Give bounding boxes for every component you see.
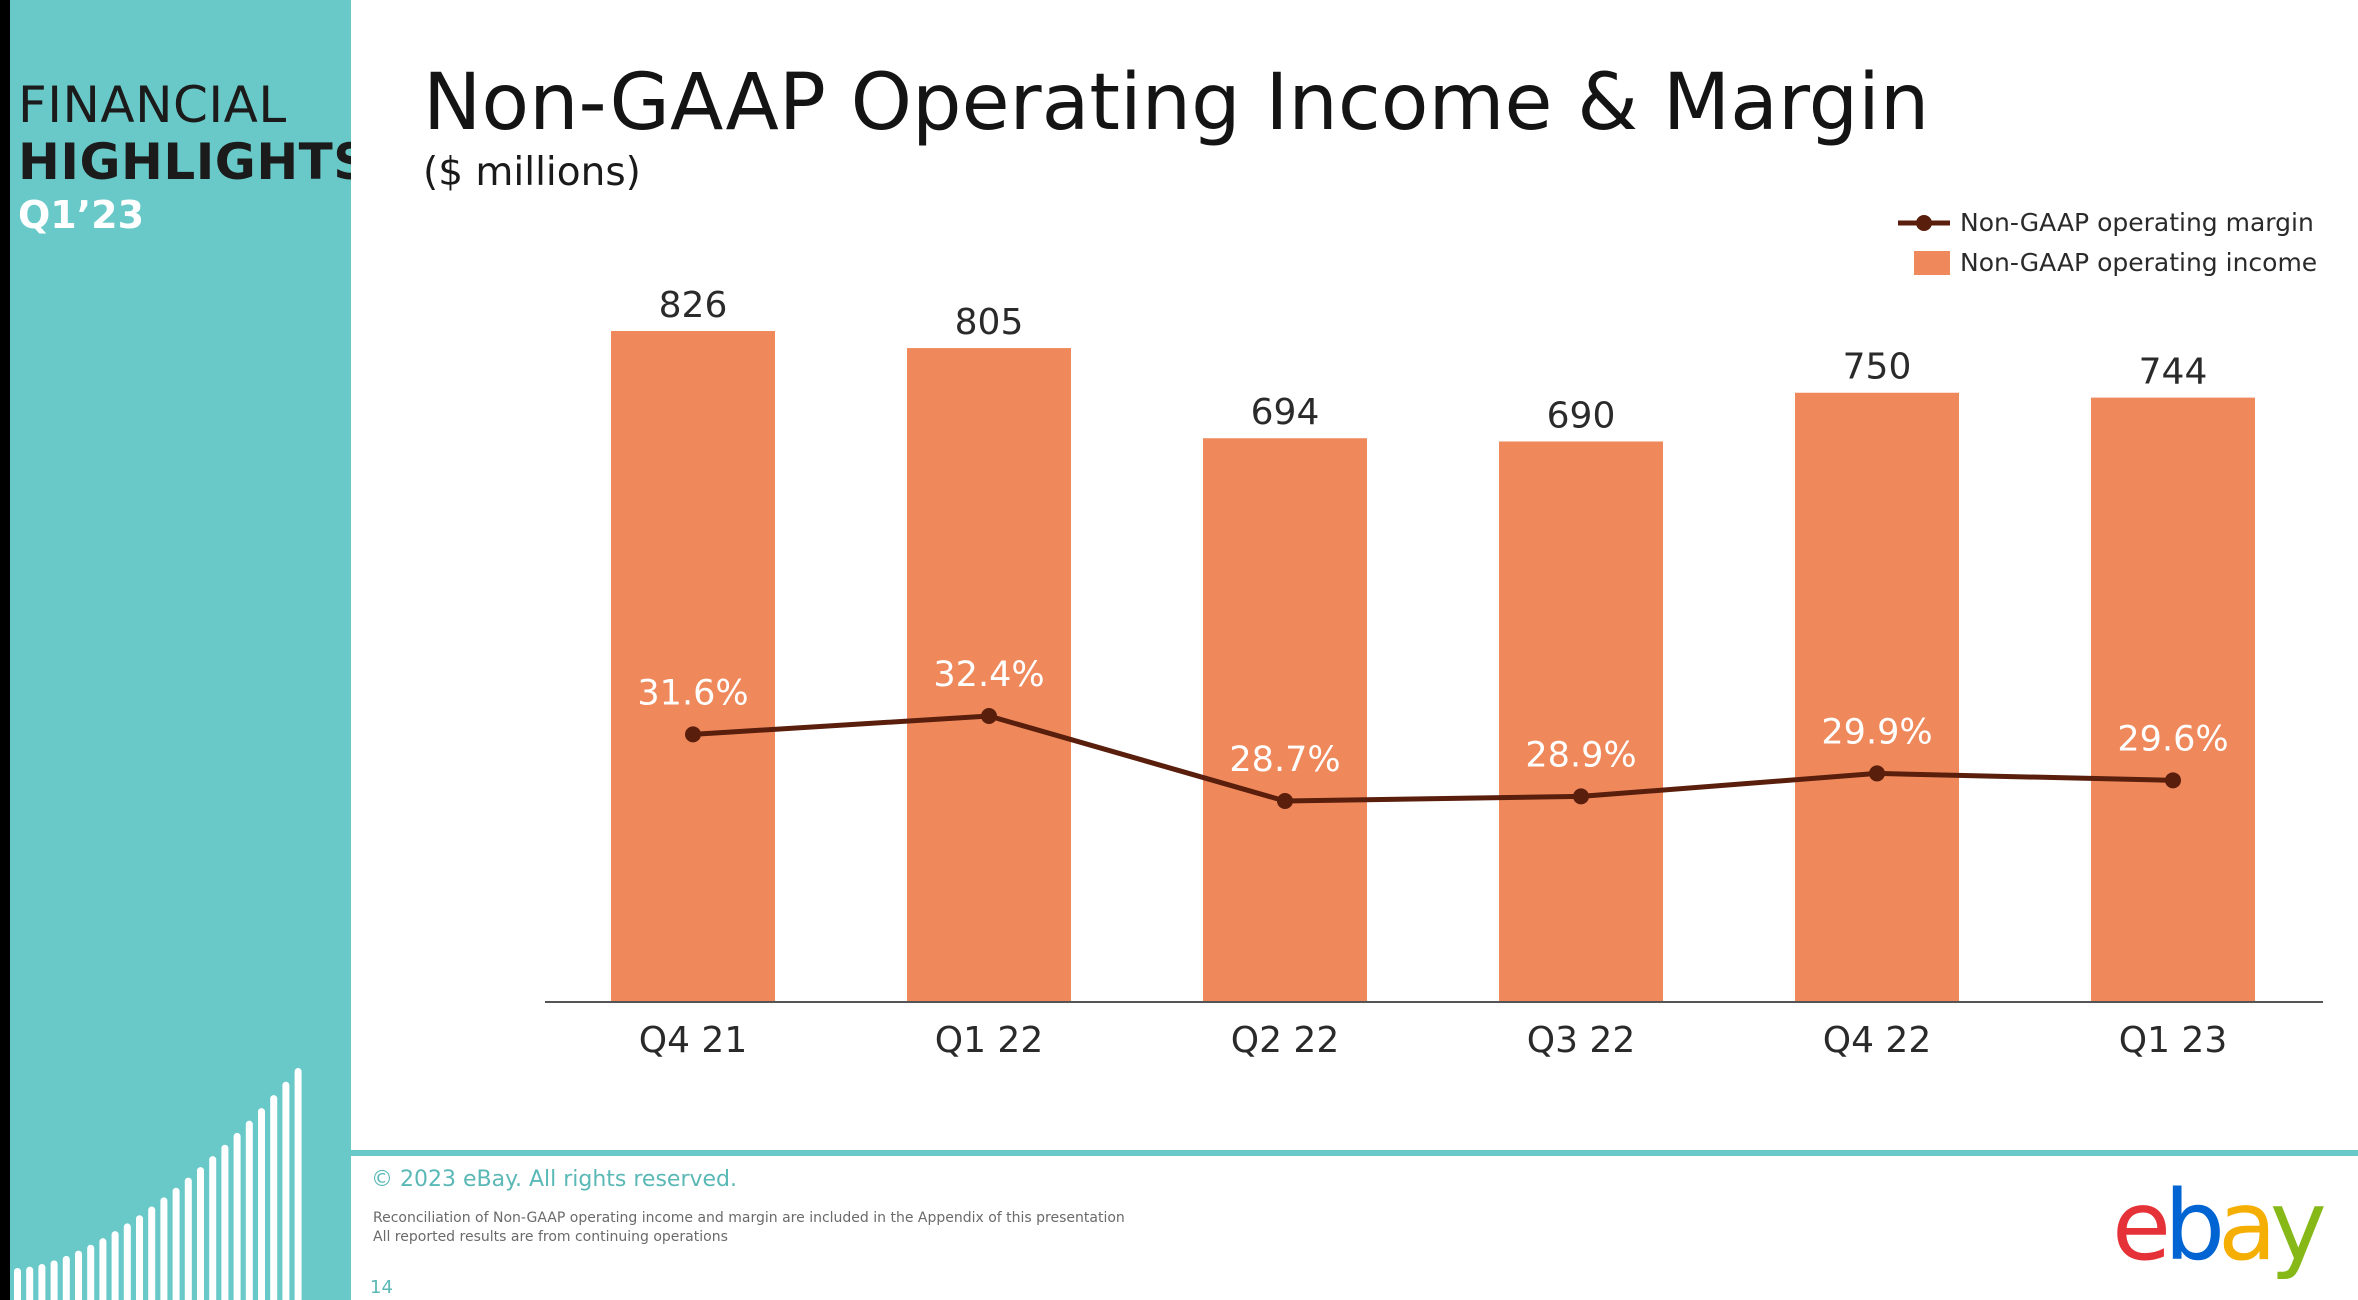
income-bar <box>1203 438 1367 1003</box>
sidebar-deco-bar <box>258 1108 265 1300</box>
sidebar-deco-bar <box>123 1223 131 1300</box>
sidebar-deco-bar <box>26 1266 34 1300</box>
footnote-continuing-operations: All reported results are from continuing… <box>373 1229 728 1245</box>
margin-point <box>685 726 701 743</box>
footer-divider <box>351 1150 2358 1156</box>
legend-bar-swatch-icon <box>1914 251 1950 275</box>
logo-letter: y <box>2269 1170 2327 1282</box>
sidebar-deco-bar <box>221 1144 229 1300</box>
legend-label-income: Non-GAAP operating income <box>1960 248 2318 277</box>
sidebar-deco-bar <box>245 1120 253 1300</box>
sidebar-deco-bar <box>50 1260 58 1300</box>
income-data-label: 826 <box>659 285 728 326</box>
margin-point <box>1277 793 1293 809</box>
sidebar-deco-bar <box>270 1095 278 1300</box>
sidebar-deco-bar <box>62 1255 70 1300</box>
logo-letter: a <box>2218 1170 2277 1282</box>
margin-data-label: 32.4% <box>933 655 1044 695</box>
margin-data-label: 31.6% <box>637 673 748 713</box>
x-tick-label: Q1 23 <box>2119 1020 2228 1061</box>
x-tick-label: Q1 22 <box>935 1020 1044 1061</box>
sidebar-deco-bar <box>136 1215 143 1300</box>
x-tick-label: Q4 22 <box>1823 1020 1932 1061</box>
income-bar <box>1795 392 1959 1002</box>
sidebar-deco-bar <box>197 1167 204 1300</box>
margin-data-label: 28.9% <box>1525 735 1636 775</box>
sidebar-deco-bar <box>14 1268 21 1300</box>
page-title: Non-GAAP Operating Income & Margin <box>423 58 1930 148</box>
margin-point <box>1869 765 1885 782</box>
income-data-label: 805 <box>955 302 1024 343</box>
logo-letter: b <box>2164 1170 2225 1282</box>
sidebar-deco-bar <box>209 1156 217 1300</box>
income-bar <box>907 348 1071 1002</box>
margin-point <box>2165 772 2181 789</box>
margin-data-label: 29.9% <box>1821 712 1932 752</box>
income-data-label: 690 <box>1547 395 1616 436</box>
income-bar <box>611 331 775 1002</box>
sidebar-quarter-label: Q1’23 <box>18 193 145 237</box>
income-data-label: 750 <box>1843 347 1912 388</box>
sidebar-deco-bar <box>233 1132 241 1300</box>
income-data-label: 744 <box>2139 352 2208 393</box>
footnote-reconciliation: Reconciliation of Non-GAAP operating inc… <box>373 1210 1125 1226</box>
sidebar-deco-bar <box>75 1250 82 1300</box>
x-tick-label: Q2 22 <box>1231 1020 1340 1061</box>
sidebar-deco-bar <box>160 1197 168 1300</box>
margin-data-label: 28.7% <box>1229 740 1340 780</box>
sidebar-heading-highlights: HIGHLIGHTS <box>18 133 351 191</box>
page-subtitle: ($ millions) <box>423 150 641 195</box>
sidebar-heading-financial: FINANCIAL <box>18 76 287 134</box>
sidebar-deco-bar <box>87 1244 95 1300</box>
logo-letter: e <box>2112 1170 2171 1282</box>
sidebar-deco-bar <box>148 1206 156 1300</box>
copyright-notice: © 2023 eBay. All rights reserved. <box>371 1167 738 1192</box>
sidebar-decorative-bars <box>14 1068 302 1300</box>
income-data-label: 694 <box>1251 392 1320 433</box>
sidebar-deco-bar <box>184 1177 192 1300</box>
ebay-logo: ebay <box>2112 1170 2327 1282</box>
margin-point <box>981 708 997 724</box>
margin-point <box>1573 788 1589 805</box>
x-tick-label: Q4 21 <box>639 1020 748 1061</box>
sidebar-deco-bar <box>282 1081 290 1300</box>
slide-edge <box>0 0 10 1300</box>
margin-series-line <box>692 713 2174 804</box>
legend-label-margin: Non-GAAP operating margin <box>1960 208 2314 237</box>
sidebar-deco-bar <box>38 1263 46 1300</box>
legend-line-marker-icon <box>1898 215 1950 231</box>
sidebar-deco-bar <box>172 1187 180 1300</box>
page-number: 14 <box>370 1277 393 1298</box>
x-tick-label: Q3 22 <box>1527 1020 1636 1061</box>
sidebar-deco-bar <box>99 1238 107 1300</box>
sidebar-deco-bar <box>294 1068 302 1300</box>
sidebar-deco-bar <box>111 1231 119 1300</box>
income-bar <box>2091 397 2255 1003</box>
margin-data-label: 29.6% <box>2117 719 2228 759</box>
sidebar: FINANCIAL HIGHLIGHTS Q1’23 <box>10 0 351 1300</box>
operating-income-chart: 826 Q4 21 805 Q1 22 694 Q2 22 690 Q3 22 750 Q4 22… <box>545 285 2323 1061</box>
income-bar <box>1499 441 1663 1002</box>
